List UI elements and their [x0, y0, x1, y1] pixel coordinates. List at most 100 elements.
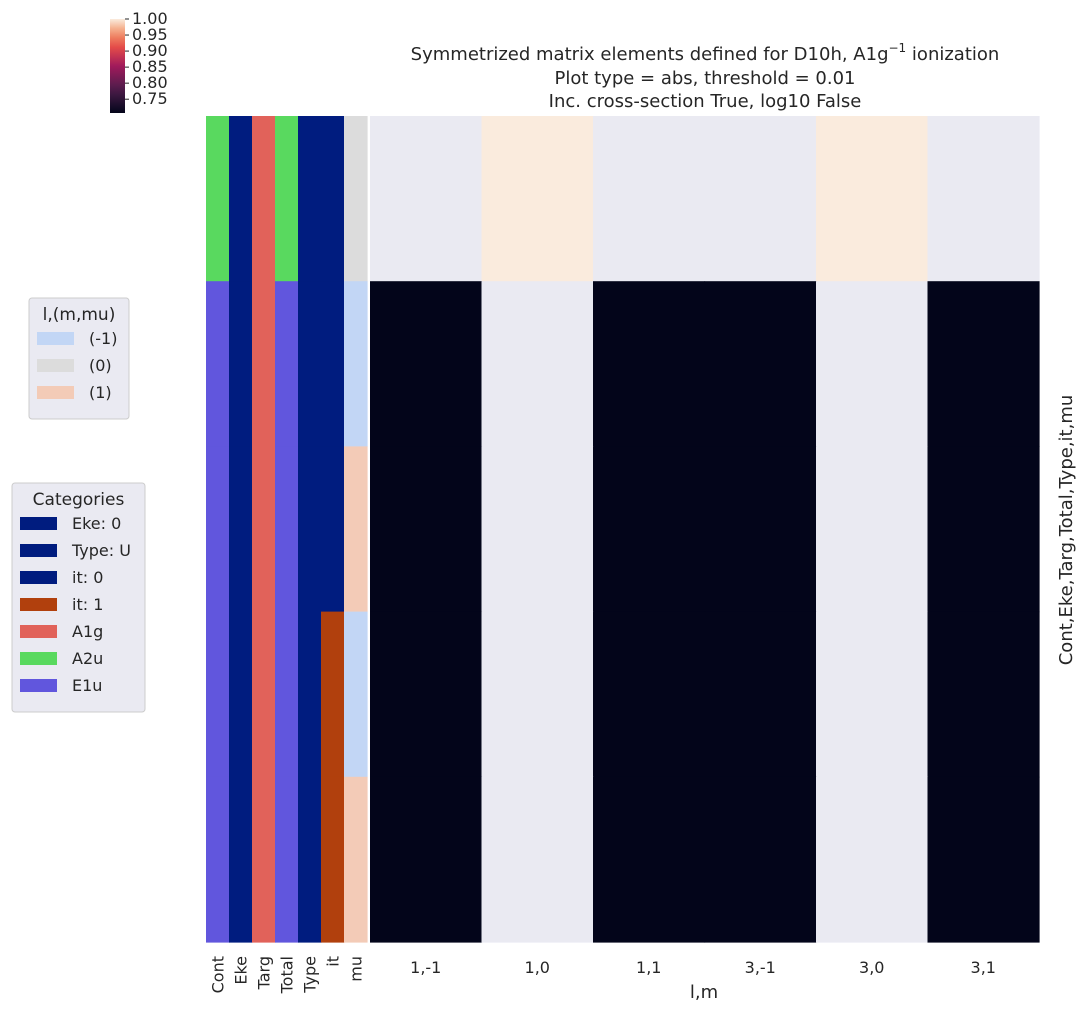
legend-entry-label: A1g	[72, 622, 103, 641]
heatmap-cell-r0-c4	[816, 116, 929, 282]
row-color-it-r4	[321, 776, 345, 943]
heatmap-cell-r2-c2	[593, 446, 706, 613]
row-color-mu-r1	[344, 281, 368, 447]
row-color-targ-r3	[252, 611, 276, 778]
row-color-type-r1	[298, 281, 322, 447]
row-color-label: Total	[278, 956, 297, 994]
heatmap-cell-r3-c1	[481, 611, 594, 778]
y-axis-label: Cont,Eke,Targ,Total,Type,it,mu	[1056, 395, 1077, 666]
heatmap-cell-r1-c5	[927, 281, 1040, 447]
row-color-label: it	[324, 956, 343, 967]
row-color-cont-r3	[206, 611, 230, 778]
legend-swatch	[20, 625, 57, 638]
x-tick-label: 1,0	[525, 958, 550, 977]
colorbar-tick-label: 0.90	[132, 41, 168, 60]
heatmap-cell-r2-c1	[481, 446, 594, 613]
row-color-label: mu	[347, 956, 366, 982]
chart-title: Symmetrized matrix elements defined for …	[411, 41, 1000, 112]
x-tick-label: 3,1	[971, 958, 996, 977]
heatmap-cell-r3-c4	[816, 611, 929, 778]
legend-swatch	[20, 517, 57, 530]
legend-swatch	[20, 544, 57, 557]
row-color-it-r3	[321, 611, 345, 778]
legend-l-m-mu: l,(m,mu) (-1) (0) (1)	[28, 297, 130, 420]
heatmap-cell-r1-c1	[481, 281, 594, 447]
row-color-total-r3	[275, 611, 299, 778]
legend-entry-label: Type: U	[71, 541, 131, 560]
row-color-it-r0	[321, 116, 345, 282]
heatmap-cell-r0-c5	[927, 116, 1040, 282]
row-color-eke-r3	[229, 611, 253, 778]
heatmap-cell-r1-c2	[593, 281, 706, 447]
heatmap-cell-r4-c2	[593, 776, 706, 943]
row-color-total-r0	[275, 116, 299, 282]
legend-entry-label: (0)	[89, 356, 112, 375]
heatmap-cell-r4-c3	[704, 776, 817, 943]
row-color-label: Cont	[209, 956, 228, 993]
title-line-3: Inc. cross-section True, log10 False	[549, 91, 862, 112]
heatmap-cell-r4-c4	[816, 776, 929, 943]
x-tick-labels: 1,-1 1,0 1,1 3,-1 3,0 3,1	[410, 958, 996, 977]
colorbar-tick-label: 0.75	[132, 89, 168, 108]
row-color-cont-r2	[206, 446, 230, 613]
row-color-mu-r0	[344, 116, 368, 282]
row-color-label: Type	[301, 956, 320, 994]
row-color-eke-r2	[229, 446, 253, 613]
row-color-targ-r1	[252, 281, 276, 447]
row-color-mu-r4	[344, 776, 368, 943]
row-color-it-r2	[321, 446, 345, 613]
legend-entry-label: A2u	[72, 649, 103, 668]
legend-entry-label: it: 0	[72, 568, 103, 587]
row-color-it-r1	[321, 281, 345, 447]
row-color-strips: Cont Eke Targ Total Type it mu	[206, 116, 368, 994]
row-color-eke-r0	[229, 116, 253, 282]
colorbar-gradient	[110, 19, 125, 113]
heatmap-cell-r4-c1	[481, 776, 594, 943]
heatmap-cell-r1-c4	[816, 281, 929, 447]
legend-swatch	[20, 679, 57, 692]
row-color-total-r4	[275, 776, 299, 943]
row-color-cont-r4	[206, 776, 230, 943]
x-tick-label: 3,-1	[745, 958, 776, 977]
heatmap-cell-r1-c3	[704, 281, 817, 447]
row-color-mu-r2	[344, 446, 368, 613]
heatmap-cells	[370, 116, 1040, 943]
row-color-type-r0	[298, 116, 322, 282]
colorbar: 1.000.950.900.850.800.75	[110, 9, 168, 113]
legend-swatch	[37, 359, 74, 372]
heatmap-cell-r0-c3	[704, 116, 817, 282]
colorbar-tick-label: 0.85	[132, 57, 168, 76]
legend-title: l,(m,mu)	[43, 305, 116, 325]
title-line-2: Plot type = abs, threshold = 0.01	[554, 68, 855, 89]
heatmap-cell-r2-c3	[704, 446, 817, 613]
row-color-type-r2	[298, 446, 322, 613]
legend-swatch	[20, 598, 57, 611]
heatmap-cell-r3-c0	[370, 611, 483, 778]
x-tick-label: 1,-1	[410, 958, 441, 977]
legend-entry-label: (-1)	[89, 329, 117, 348]
title-line-1: Symmetrized matrix elements defined for …	[411, 41, 1000, 65]
x-tick-label: 1,1	[636, 958, 661, 977]
heatmap-cell-r2-c5	[927, 446, 1040, 613]
heatmap-cell-r1-c0	[370, 281, 483, 447]
colorbar-tick-label: 0.80	[132, 73, 168, 92]
row-color-label: Eke	[232, 956, 251, 985]
row-color-total-r2	[275, 446, 299, 613]
row-color-targ-r4	[252, 776, 276, 943]
legend-swatch	[20, 571, 57, 584]
row-color-type-r3	[298, 611, 322, 778]
colorbar-tick-label: 1.00	[132, 9, 168, 28]
heatmap-cell-r3-c5	[927, 611, 1040, 778]
heatmap-cell-r4-c0	[370, 776, 483, 943]
legend-categories: Categories Eke: 0 Type: U it: 0 it: 1 A1g A2u E…	[11, 482, 146, 713]
legend-swatch	[37, 332, 74, 345]
row-color-total-r1	[275, 281, 299, 447]
heatmap-cell-r2-c4	[816, 446, 929, 613]
heatmap-cell-r0-c2	[593, 116, 706, 282]
legend-entry-label: (1)	[89, 383, 112, 402]
row-color-mu-r3	[344, 611, 368, 778]
row-color-eke-r4	[229, 776, 253, 943]
row-color-cont-r1	[206, 281, 230, 447]
x-tick-label: 3,0	[859, 958, 884, 977]
row-color-cont-r0	[206, 116, 230, 282]
